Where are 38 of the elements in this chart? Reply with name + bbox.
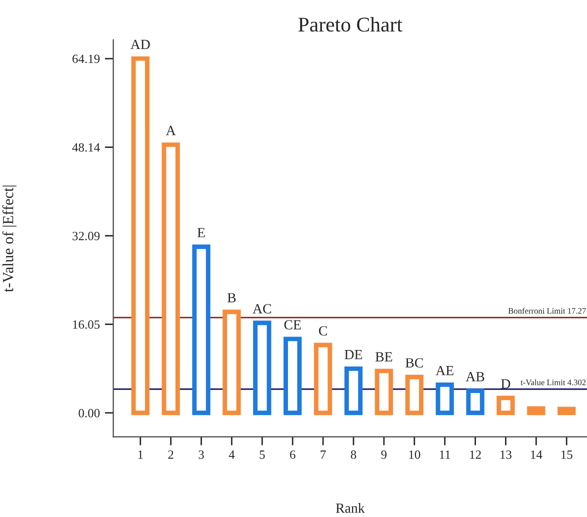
annotation: AC <box>252 304 272 314</box>
ref-line-label: Bonferroni Limit 17.27 <box>508 308 586 314</box>
x-tick-label: 5 <box>260 450 265 459</box>
annotation: AD <box>130 40 150 50</box>
y-tick-label: 32.09 <box>72 232 100 240</box>
annotation: BE <box>375 352 392 362</box>
annotation: B <box>227 293 236 302</box>
y-tick-label: 64.19 <box>72 54 100 64</box>
annotation: DE <box>344 350 362 360</box>
annotation: AB <box>466 372 484 382</box>
x-tick-label: 11 <box>440 450 450 459</box>
y-tick-label: 16.05 <box>73 320 100 329</box>
y-tick-label: 0.00 <box>78 408 100 418</box>
x-axis-title: Rank <box>336 503 365 513</box>
y-tick-label: 48.14 <box>72 143 100 152</box>
ref-line-label: t-Value Limit 4.302 <box>520 379 586 386</box>
x-tick-label: 10 <box>409 450 420 459</box>
annotation: CE <box>284 320 301 330</box>
x-tick-label: 8 <box>350 450 356 459</box>
chart-title: Pareto Chart <box>298 17 402 32</box>
x-tick-label: 12 <box>470 450 481 459</box>
x-tick-label: 6 <box>290 450 296 459</box>
annotation: BC <box>406 358 423 368</box>
annotation: AE <box>436 366 454 376</box>
x-tick-label: 14 <box>531 450 542 459</box>
x-tick-label: 15 <box>561 450 572 459</box>
annotation: E <box>197 228 205 238</box>
annotation: D <box>501 379 510 388</box>
annotation: A <box>166 126 176 136</box>
x-tick-label: 13 <box>500 450 512 459</box>
x-tick-label: 9 <box>381 450 387 459</box>
y-axis-title: t-Value of |Effect| <box>2 186 16 292</box>
x-tick-label: 2 <box>168 450 174 459</box>
x-tick-label: 4 <box>228 450 235 459</box>
x-tick-label: 1 <box>138 450 143 459</box>
x-tick-label: 7 <box>320 450 326 459</box>
x-tick-label: 3 <box>198 450 204 459</box>
annotation: C <box>318 326 327 336</box>
